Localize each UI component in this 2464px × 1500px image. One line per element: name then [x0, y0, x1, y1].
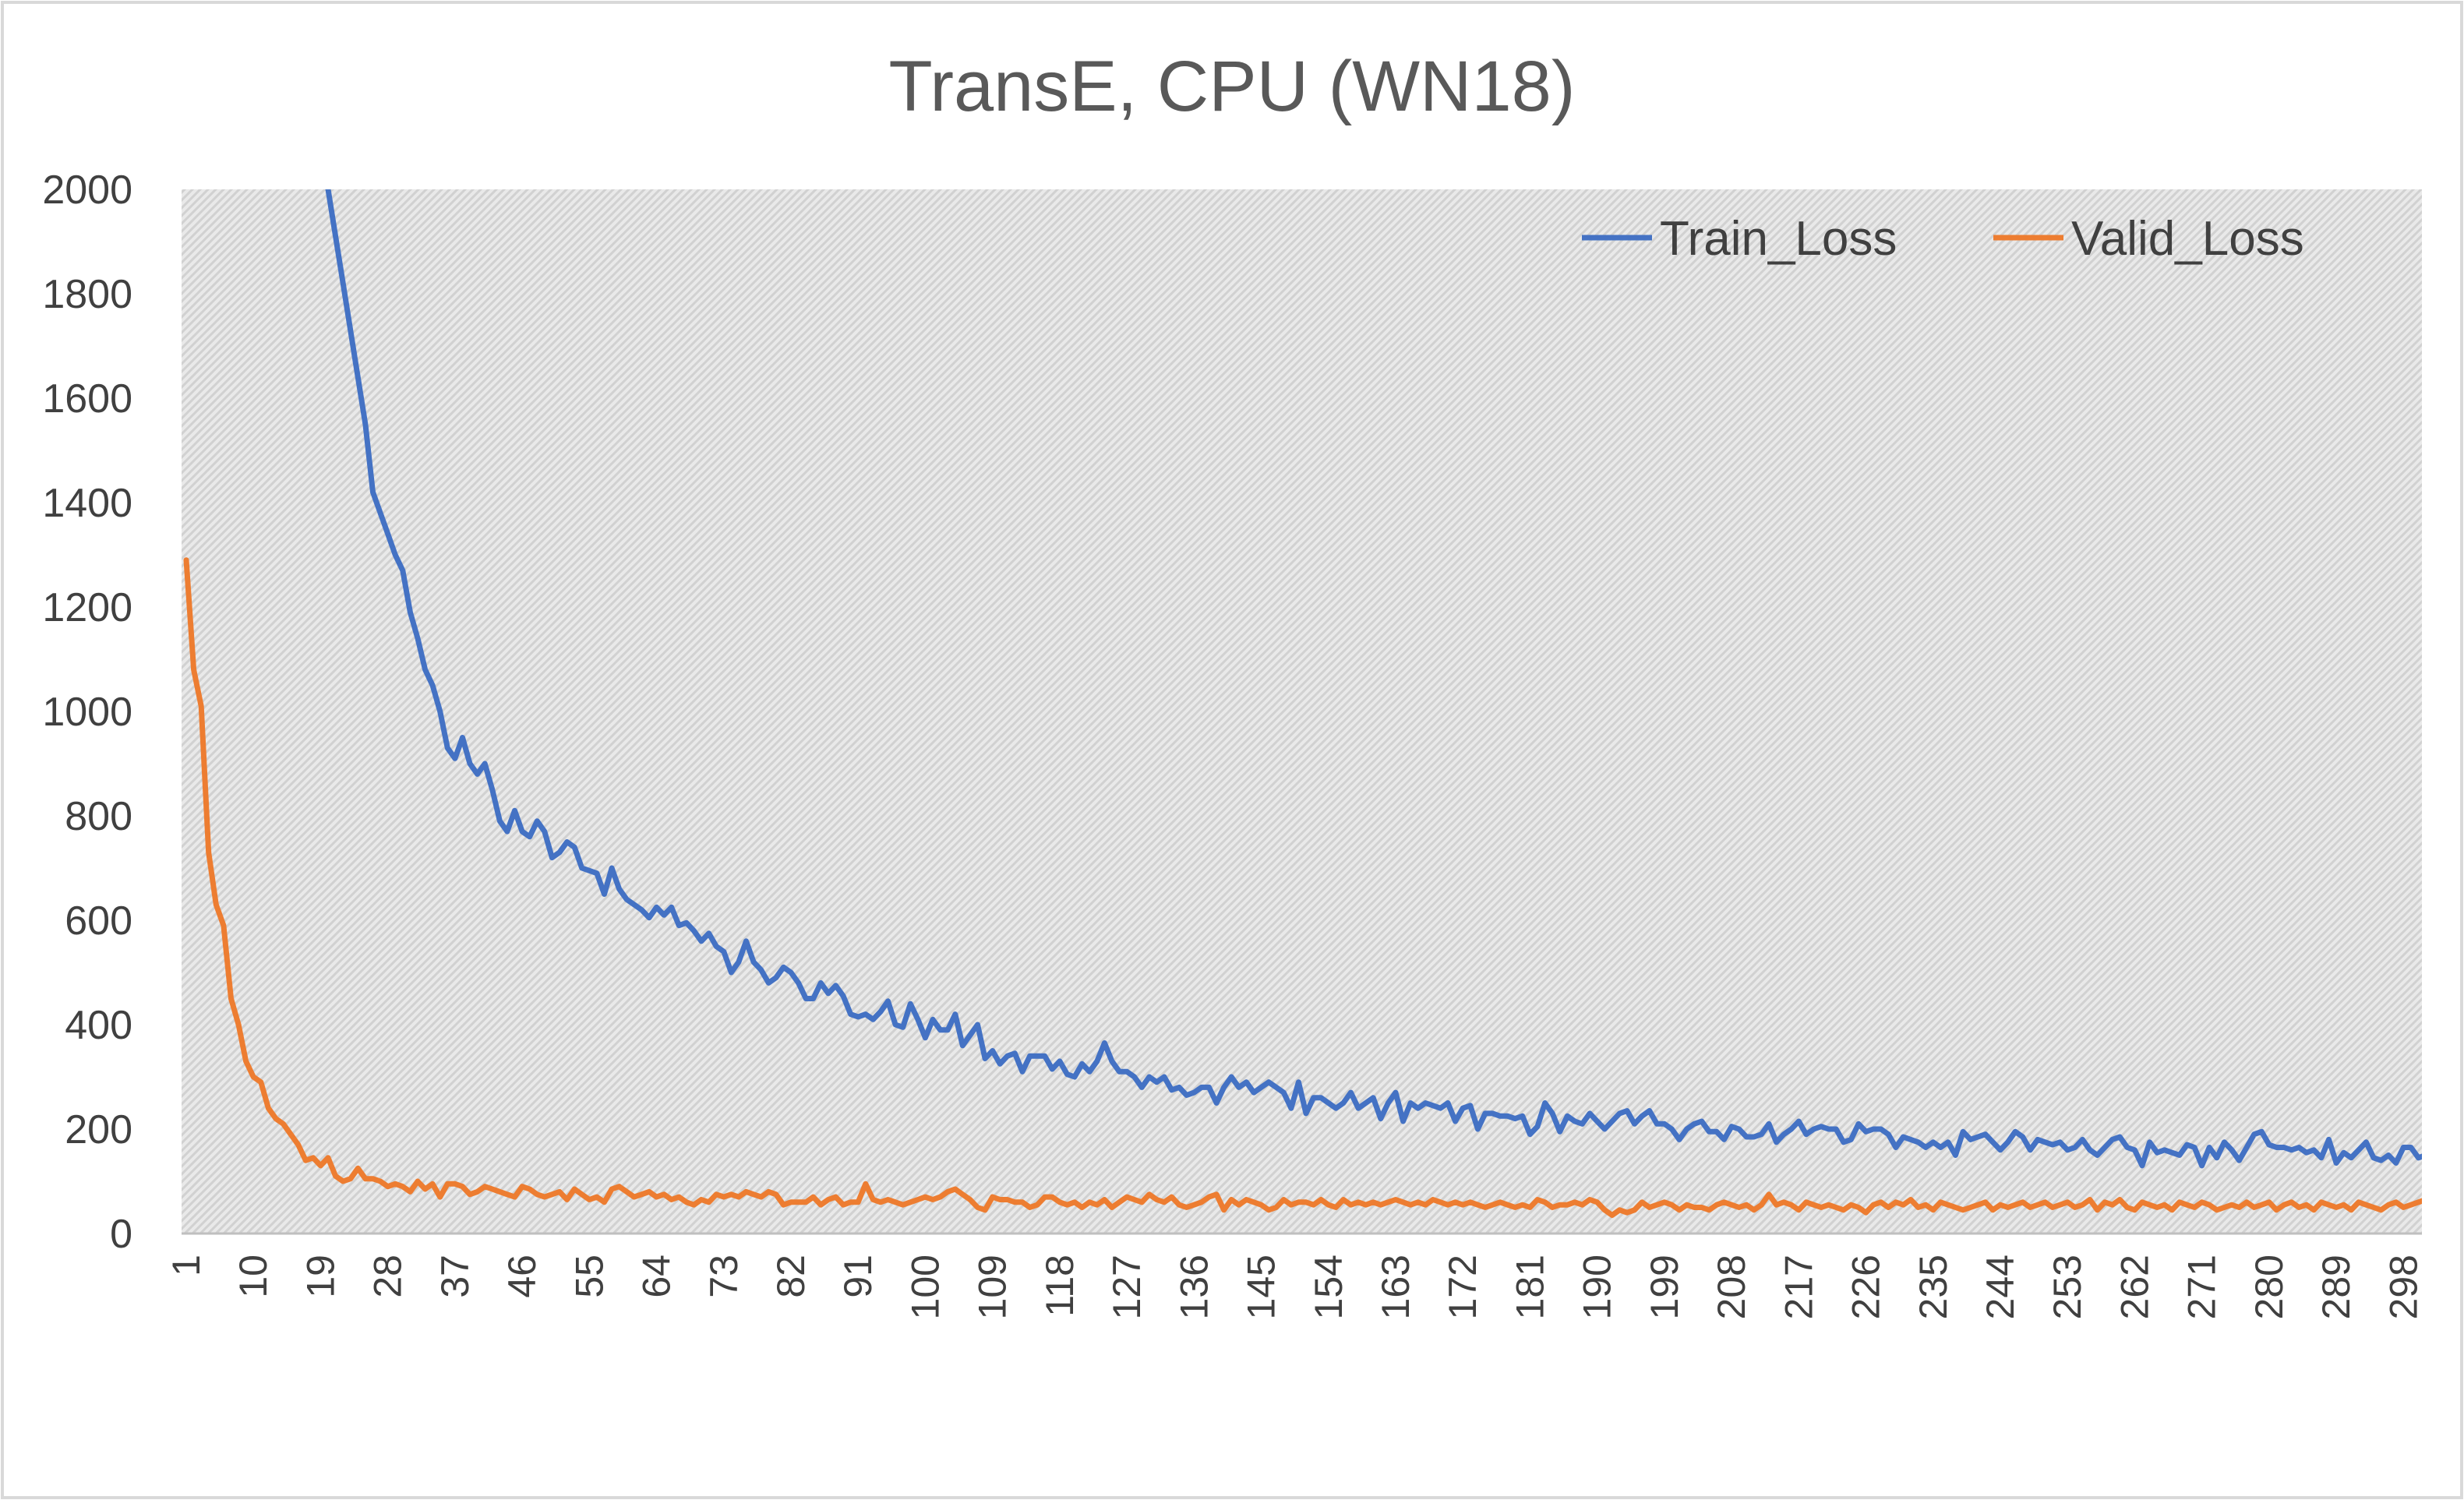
x-tick-label: 244 [1979, 1255, 2022, 1319]
y-tick-label: 1200 [42, 585, 132, 630]
x-tick-label: 109 [971, 1255, 1015, 1319]
x-tick-label: 271 [2180, 1255, 2224, 1319]
y-tick-label: 600 [65, 898, 132, 944]
x-tick-label: 181 [1508, 1255, 1551, 1319]
x-tick-label: 253 [2046, 1255, 2089, 1319]
x-tick-label: 199 [1643, 1255, 1686, 1319]
y-tick-label: 400 [65, 1003, 132, 1048]
valid-loss-line [183, 557, 2422, 1218]
x-tick-label: 37 [433, 1255, 477, 1298]
y-tick-label: 1000 [42, 690, 132, 735]
x-tick-label: 100 [903, 1255, 947, 1319]
plot-area [182, 189, 2422, 1234]
x-tick-label: 118 [1038, 1255, 1082, 1317]
x-tick-label: 226 [1844, 1255, 1888, 1319]
x-tick-label: 298 [2381, 1255, 2425, 1319]
x-tick-label: 172 [1441, 1255, 1484, 1319]
legend: Train_Loss Valid_Loss [1582, 212, 2304, 266]
x-tick-label: 289 [2314, 1255, 2358, 1319]
x-tick-label: 127 [1105, 1255, 1149, 1319]
x-tick-label: 136 [1172, 1255, 1216, 1319]
y-tick-label: 1800 [42, 272, 132, 317]
x-tick-label: 10 [231, 1255, 275, 1298]
y-axis-tick-labels: 0 200 400 600 800 1000 1200 1400 1600 1800 2000 [42, 168, 132, 1257]
x-tick-label: 235 [1912, 1255, 1955, 1319]
x-tick-label: 280 [2247, 1255, 2291, 1319]
x-tick-label: 217 [1777, 1255, 1820, 1319]
x-tick-label: 55 [567, 1255, 611, 1298]
y-tick-label: 200 [65, 1107, 132, 1152]
x-tick-label: 1 [164, 1255, 208, 1276]
x-tick-label: 145 [1240, 1255, 1283, 1319]
y-tick-label: 0 [110, 1212, 132, 1257]
x-tick-label: 262 [2113, 1255, 2156, 1319]
x-tick-label: 208 [1710, 1255, 1753, 1319]
y-tick-label: 1400 [42, 481, 132, 526]
y-tick-label: 1600 [42, 376, 132, 422]
y-tick-label: 2000 [42, 168, 132, 213]
x-tick-label: 28 [366, 1255, 410, 1298]
x-tick-label: 73 [702, 1255, 746, 1298]
legend-label-valid-loss: Valid_Loss [2071, 212, 2304, 266]
y-tick-label: 800 [65, 794, 132, 839]
x-tick-label: 82 [769, 1255, 813, 1298]
x-tick-label: 190 [1576, 1255, 1619, 1319]
x-tick-label: 64 [635, 1255, 679, 1298]
x-axis-tick-labels: 1 10 19 28 37 46 55 64 73 82 91 100 109 118 127 136 145 1… [164, 1255, 2425, 1319]
train-loss-line [325, 189, 2422, 1169]
x-tick-label: 154 [1307, 1255, 1350, 1319]
x-tick-label: 19 [298, 1255, 342, 1298]
legend-label-train-loss: Train_Loss [1660, 212, 1897, 266]
x-tick-label: 91 [836, 1255, 880, 1298]
chart-title: TransE, CPU (WN18) [889, 47, 1576, 126]
x-tick-label: 46 [500, 1255, 544, 1298]
x-tick-label: 163 [1374, 1255, 1417, 1319]
